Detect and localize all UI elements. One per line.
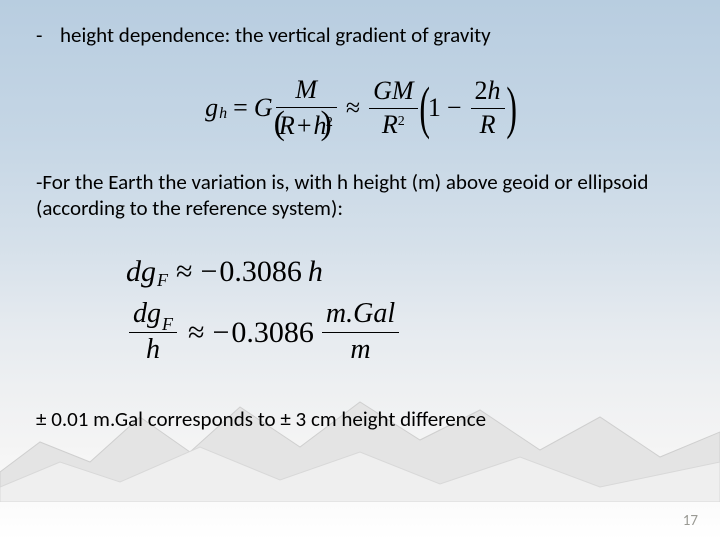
eq1-equals: = (233, 93, 248, 123)
eq2-approx: ≈ (176, 255, 192, 289)
closing-line: ± 0.01 m.Gal corresponds to ± 3 cm heigh… (36, 406, 684, 432)
eq1-innerfrac: 2h R (471, 77, 505, 139)
eq1-frac1: M (R+h)2 (276, 76, 337, 140)
eq3-approx: ≈ (188, 316, 204, 350)
bullet-dash: - (36, 22, 60, 48)
eq3-minus: − (212, 316, 229, 350)
eq1-frac1-num: M (291, 76, 321, 105)
equation-1: gh = G M (R+h)2 ≈ GM R2 ( 1 − 2h R (36, 76, 684, 140)
eq1-frac2-den: R2 (378, 111, 409, 140)
eq3-unit-frac: m.Gal m (322, 299, 399, 366)
paragraph: -For the Earth the variation is, with h … (36, 170, 684, 221)
eq1-rparen: ) (506, 85, 517, 131)
eq2-h: h (308, 255, 323, 289)
title-line: - height dependence: the vertical gradie… (36, 22, 684, 48)
eq2-dg: dg (126, 255, 156, 289)
eq1-frac1-den: (R+h)2 (276, 110, 337, 141)
eq1-minus: − (447, 93, 462, 123)
eq1-lhs-sub: h (219, 105, 227, 123)
equation-2: dgF ≈ −0.3086 h (36, 255, 684, 289)
slide-content: - height dependence: the vertical gradie… (0, 0, 720, 540)
equation-3: dgF h ≈ −0.3086 m.Gal m (36, 299, 684, 366)
eq1-frac2-num: GM (369, 77, 417, 106)
eq1-lhs-var: g (205, 93, 218, 123)
eq2-sub: F (157, 270, 168, 291)
eq1-frac2: GM R2 (369, 77, 417, 139)
eq1-G: G (254, 93, 273, 123)
eq2-coef: 0.3086 (219, 255, 302, 289)
eq3-coef: 0.3086 (231, 316, 314, 350)
eq1-lparen: ( (419, 85, 430, 131)
page-number: 17 (683, 512, 698, 530)
eq3-lhs-frac: dgF h (129, 299, 177, 366)
eq1-approx: ≈ (346, 93, 360, 123)
title-text: height dependence: the vertical gradient… (60, 22, 491, 48)
eq2-minus: − (200, 255, 217, 289)
